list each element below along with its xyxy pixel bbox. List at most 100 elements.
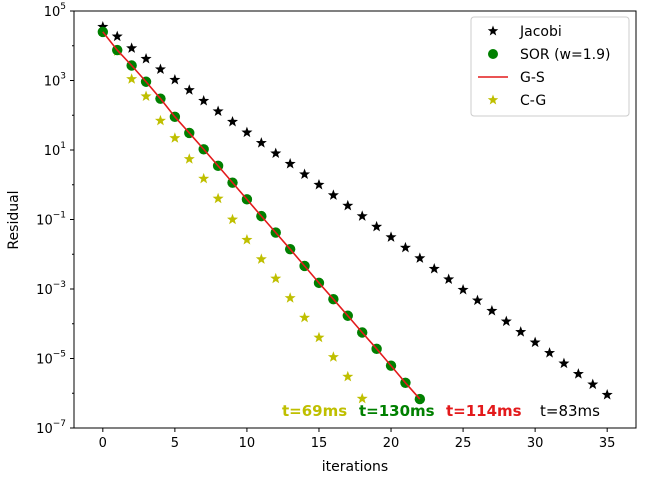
data-point bbox=[255, 253, 267, 264]
series-g-s bbox=[102, 31, 421, 400]
data-point bbox=[529, 336, 541, 348]
data-point bbox=[313, 178, 325, 190]
data-point bbox=[227, 115, 239, 127]
x-tick-label: 30 bbox=[527, 436, 544, 451]
x-tick-label: 5 bbox=[171, 436, 179, 451]
y-tick-exponent: −3 bbox=[53, 280, 66, 290]
y-tick-exponent: 1 bbox=[60, 141, 66, 151]
data-point bbox=[154, 63, 166, 74]
data-point bbox=[140, 90, 152, 102]
data-point bbox=[371, 220, 383, 232]
annotation-time: t=69ms bbox=[282, 402, 347, 420]
data-point bbox=[198, 172, 210, 184]
y-tick-exponent: 5 bbox=[60, 2, 66, 12]
legend-swatch bbox=[487, 25, 499, 36]
data-point bbox=[169, 132, 181, 143]
data-point bbox=[544, 347, 556, 358]
legend-label: G-S bbox=[520, 70, 545, 86]
data-point bbox=[356, 210, 368, 221]
data-point bbox=[140, 53, 152, 64]
data-point bbox=[385, 231, 397, 242]
y-tick-exponent: −5 bbox=[53, 350, 66, 360]
data-point bbox=[457, 283, 469, 295]
y-tick-label: 103 bbox=[44, 72, 66, 90]
data-point bbox=[500, 315, 512, 327]
data-point bbox=[327, 189, 339, 200]
data-point bbox=[428, 263, 440, 274]
data-point bbox=[443, 273, 455, 285]
annotation-time: t=114ms bbox=[446, 402, 522, 420]
data-point bbox=[486, 305, 498, 316]
y-tick-exponent: −1 bbox=[53, 211, 66, 221]
data-point bbox=[183, 153, 195, 164]
data-point bbox=[587, 378, 599, 390]
data-point bbox=[241, 234, 253, 245]
y-tick-base: 10 bbox=[44, 5, 61, 20]
data-point bbox=[414, 252, 426, 263]
x-axis: 0 5 10 15 20 25 30 35 bbox=[99, 428, 616, 451]
legend-box bbox=[470, 16, 630, 117]
y-tick-base: 10 bbox=[36, 353, 53, 368]
data-point bbox=[198, 95, 210, 106]
data-point bbox=[241, 126, 253, 138]
y-tick-base: 10 bbox=[36, 283, 53, 298]
y-tick-label: 10−1 bbox=[36, 211, 66, 229]
data-point bbox=[154, 114, 166, 126]
data-point bbox=[471, 294, 483, 306]
y-axis-label: Residual bbox=[6, 190, 22, 249]
timing-annotations: t=69ms t=130ms t=114ms t=83ms bbox=[282, 402, 600, 420]
annotation-time: t=83ms bbox=[540, 402, 600, 420]
y-tick-exponent: −7 bbox=[53, 419, 66, 429]
data-point bbox=[558, 357, 570, 369]
series-line bbox=[102, 31, 421, 400]
y-tick-label: 10−5 bbox=[36, 350, 66, 368]
y-tick-label: 105 bbox=[44, 2, 66, 20]
data-point bbox=[399, 241, 411, 253]
data-point bbox=[299, 311, 311, 323]
x-tick-label: 15 bbox=[311, 436, 328, 451]
data-point bbox=[270, 147, 282, 159]
legend-label: Jacobi bbox=[519, 24, 562, 40]
x-axis-label: iterations bbox=[322, 459, 388, 475]
x-tick-label: 35 bbox=[599, 436, 616, 451]
y-tick-base: 10 bbox=[36, 422, 53, 437]
y-tick-base: 10 bbox=[44, 75, 61, 90]
data-point bbox=[270, 272, 282, 284]
y-tick-label: 10−7 bbox=[36, 419, 66, 437]
data-point bbox=[183, 84, 195, 95]
annotation-time: t=130ms bbox=[359, 402, 435, 420]
data-point bbox=[342, 370, 354, 382]
data-point bbox=[601, 389, 613, 400]
x-tick-label: 0 bbox=[99, 436, 107, 451]
series-jacobi bbox=[97, 21, 613, 400]
y-tick-base: 10 bbox=[44, 144, 61, 159]
data-point bbox=[284, 158, 296, 169]
data-point bbox=[299, 168, 311, 179]
data-point bbox=[227, 213, 239, 225]
series-c-g bbox=[111, 45, 368, 404]
data-point bbox=[255, 137, 267, 148]
data-point bbox=[169, 73, 181, 85]
series-layer bbox=[97, 21, 613, 405]
y-tick-label: 10−3 bbox=[36, 280, 66, 298]
legend-label: C-G bbox=[520, 93, 546, 109]
data-point bbox=[515, 326, 527, 337]
y-tick-label: 101 bbox=[44, 141, 66, 159]
x-tick-label: 20 bbox=[383, 436, 400, 451]
data-point bbox=[356, 392, 368, 404]
data-point bbox=[313, 331, 325, 343]
data-point bbox=[342, 199, 354, 211]
data-point bbox=[572, 368, 584, 379]
data-point bbox=[284, 292, 296, 303]
legend-label: SOR (w=1.9) bbox=[520, 47, 610, 63]
data-point bbox=[212, 192, 224, 204]
x-tick-label: 10 bbox=[239, 436, 256, 451]
data-point bbox=[212, 105, 224, 116]
x-tick-label: 25 bbox=[455, 436, 472, 451]
y-tick-base: 10 bbox=[36, 214, 53, 229]
legend-swatch bbox=[487, 94, 499, 105]
data-point bbox=[126, 42, 138, 53]
data-point bbox=[97, 21, 109, 32]
